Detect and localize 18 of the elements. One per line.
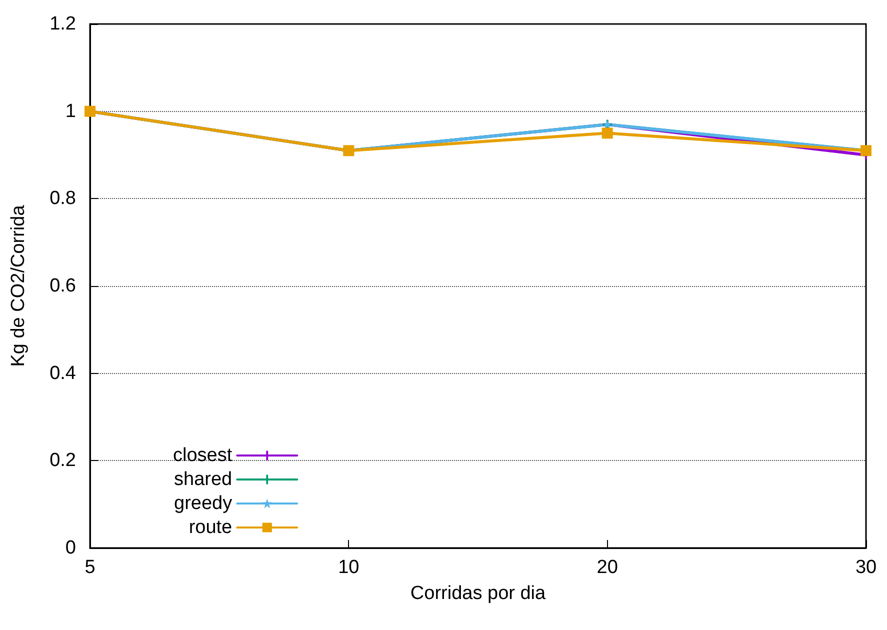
y-tick-label: 0.6 xyxy=(50,276,76,296)
legend-label: route xyxy=(188,517,232,538)
y-axis-title: Kg de CO2/Corrida xyxy=(8,204,29,367)
x-tick-label: 30 xyxy=(855,557,877,578)
point xyxy=(602,128,613,139)
x-axis-title: Corridas por dia xyxy=(410,583,546,604)
y-tick-label: 1 xyxy=(65,100,76,122)
y-tick-label: 0 xyxy=(65,538,76,558)
x-tick-label: 20 xyxy=(596,557,618,578)
legend-label: shared xyxy=(174,469,232,490)
y-tick-label: 0.4 xyxy=(50,362,76,384)
y-tick-label: 1.2 xyxy=(50,14,76,34)
y-tick-label: 0.2 xyxy=(50,450,76,472)
legend-label: closest xyxy=(172,445,233,466)
y-tick-label: 0.8 xyxy=(50,188,76,210)
x-tick-label: 10 xyxy=(338,557,360,578)
x-tick-label: 5 xyxy=(84,557,96,578)
legend-label: greedy xyxy=(174,493,233,514)
